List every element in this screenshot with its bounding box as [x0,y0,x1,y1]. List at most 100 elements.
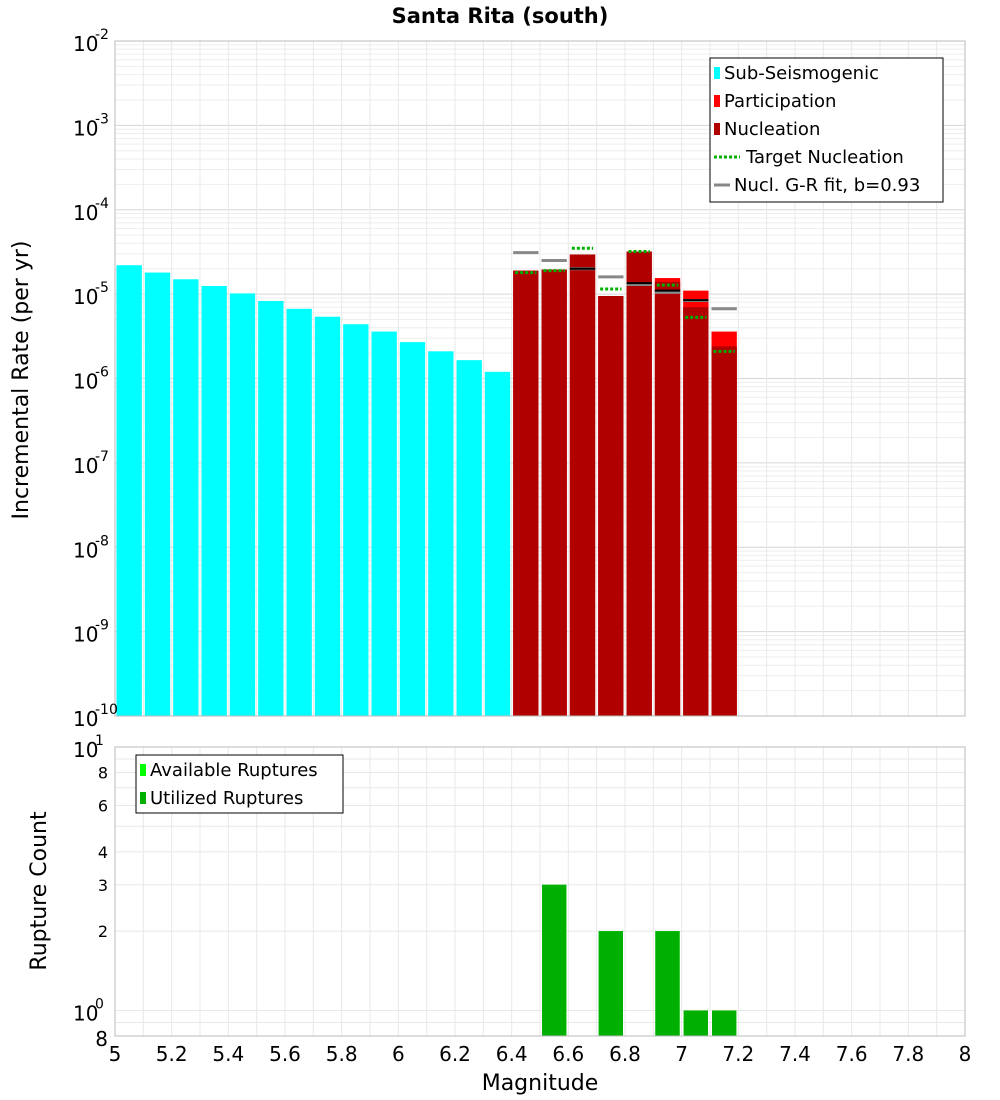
bar-sub-seismogenic-5 [258,300,284,716]
x-tick-3: 5.6 [269,1042,301,1066]
bar-nucleation-2 [569,254,596,716]
top-y-tick-exp-0: -2 [95,27,109,43]
bar-sub-seismogenic-12 [456,360,482,716]
top-legend-label-0: Sub-Seismogenic [724,63,879,84]
bottom-y-tick-4: 3 [98,876,108,895]
bar-utilized-ruptures-0 [542,884,567,1036]
top-y-tick-4: 10 [73,370,98,394]
bar-nucleation-3 [598,296,624,716]
top-grid [114,41,966,717]
x-tick-1: 5.2 [156,1042,188,1066]
top-y-tick-8: 10 [73,707,98,731]
x-tick-8: 6.6 [552,1042,584,1066]
top-legend-swatch-1 [714,95,720,107]
top-y-tick-exp-3: -5 [95,280,109,296]
bottom-legend-swatch-1 [140,792,146,804]
bar-utilized-ruptures-4 [712,1010,737,1036]
top-y-tick-6: 10 [73,538,98,562]
bottom-legend-label-0: Available Ruptures [150,760,318,781]
top-legend: Sub-Seismogenic Participation Nucleation Ta… [709,57,944,203]
bottom-y-tick-2: 6 [98,796,108,815]
bottom-legend-box [135,754,344,814]
bar-nucleation-4 [626,251,652,716]
bottom-y-tick-6: 10 [73,1001,98,1025]
bar-nucleation-5 [654,281,681,716]
bottom-y-tick-5: 2 [98,922,108,941]
bar-sub-seismogenic-4 [229,293,256,716]
x-tick-11: 7.2 [722,1042,754,1066]
bar-sub-seismogenic-7 [314,316,341,716]
x-tick-15: 8 [959,1042,972,1066]
top-y-tick-labels: 10-210-310-410-510-610-710-810-910-10 [73,27,118,731]
x-tick-7: 6.4 [496,1042,528,1066]
top-legend-label-4: Nucl. G-R fit, b=0.93 [734,175,920,196]
bar-sub-seismogenic-6 [286,308,312,716]
top-y-tick-5: 10 [73,454,98,478]
bottom-legend-swatch-0 [140,764,146,776]
bottom-legend-label-1: Utilized Ruptures [150,788,303,809]
top-y-tick-exp-1: -3 [95,111,109,127]
top-y-tick-exp-5: -7 [95,449,109,465]
x-tick-13: 7.6 [836,1042,868,1066]
bottom-y-tick-exp-6: 0 [95,996,104,1012]
bottom-y-axis-label: Rupture Count [27,811,52,971]
x-tick-4: 5.8 [326,1042,358,1066]
top-y-tick-exp-2: -4 [95,196,109,212]
top-legend-swatch-2 [714,123,720,135]
x-tick-9: 6.8 [609,1042,641,1066]
bar-sub-seismogenic-0 [116,265,142,716]
top-y-tick-exp-7: -9 [95,618,109,634]
top-legend-label-1: Participation [724,91,836,112]
top-y-tick-0: 10 [73,32,98,56]
bar-sub-seismogenic-8 [343,324,369,716]
chart-title: Santa Rita (south) [392,4,609,28]
top-y-axis-label: Incremental Rate (per yr) [9,241,34,520]
bar-sub-seismogenic-9 [371,331,397,716]
bottom-bars [542,884,737,1036]
bottom-y-tick-1: 8 [98,764,108,783]
bar-sub-seismogenic-3 [201,285,227,716]
x-axis-label: Magnitude [482,1071,599,1096]
bar-nucleation-1 [541,269,567,716]
bottom-y-tick-7: 8 [95,1027,108,1051]
x-tick-12: 7.4 [779,1042,811,1066]
top-marker-lines [513,246,737,353]
x-tick-2: 5.4 [212,1042,244,1066]
x-tick-labels: 5 5.2 5.4 5.6 5.8 6 6.2 6.4 6.6 6.8 7 7.2 7.4 7.6 7.8 8 [109,1042,972,1066]
bar-sub-seismogenic-11 [428,351,454,716]
top-y-tick-2: 10 [73,201,98,225]
top-legend-swatch-0 [714,67,720,79]
x-tick-10: 7 [675,1042,688,1066]
x-tick-0: 5 [109,1042,122,1066]
top-legend-box [709,57,944,203]
top-y-tick-exp-8: -10 [95,702,118,718]
bottom-legend: Available Ruptures Utilized Ruptures [135,754,344,814]
top-y-tick-7: 10 [73,623,98,647]
x-tick-14: 7.8 [892,1042,924,1066]
bar-nucleation-0 [513,270,539,716]
top-y-tick-exp-4: -6 [95,365,109,381]
top-legend-label-2: Nucleation [724,119,820,140]
bar-utilized-ruptures-3 [683,1010,708,1036]
bar-sub-seismogenic-1 [144,272,171,716]
top-y-tick-exp-6: -8 [95,533,109,549]
bar-nucleation-6 [683,307,709,716]
bar-sub-seismogenic-2 [173,279,199,716]
bottom-plot-frame [114,746,966,1037]
top-plot-frame [114,40,966,717]
bar-nucleation-7 [711,346,737,716]
bottom-y-tick-0: 10 [73,738,98,762]
bar-sub-seismogenic-13 [484,371,511,716]
x-tick-5: 6 [392,1042,405,1066]
top-legend-label-3: Target Nucleation [745,147,904,168]
top-y-tick-3: 10 [73,285,98,309]
bottom-y-tick-3: 4 [98,843,108,862]
bottom-y-tick-exp-0: 1 [95,733,104,749]
bar-sub-seismogenic-10 [399,342,426,716]
bar-utilized-ruptures-2 [655,931,680,1036]
bar-utilized-ruptures-1 [598,931,623,1036]
top-y-tick-1: 10 [73,116,98,140]
top-bars [116,251,737,716]
